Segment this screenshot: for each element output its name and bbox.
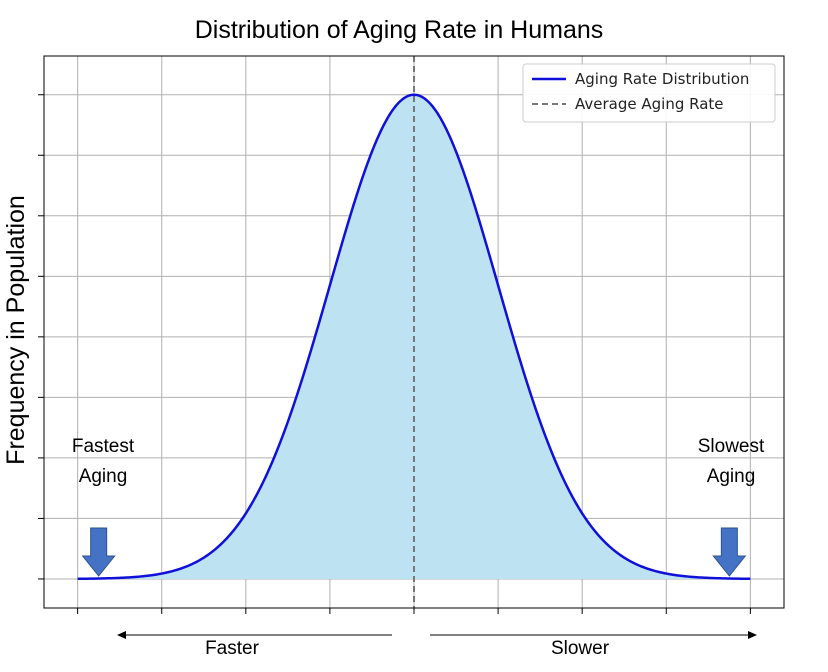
slowest-label-line2: Aging xyxy=(707,466,756,487)
legend: Aging Rate Distribution Average Aging Ra… xyxy=(522,63,776,123)
y-axis-label: Frequency in Population xyxy=(2,195,30,465)
slowest-label-line1: Slowest xyxy=(698,436,765,457)
chart-title: Distribution of Aging Rate in Humans xyxy=(195,16,604,44)
plot-frame xyxy=(43,55,785,609)
plot-area xyxy=(38,55,785,614)
faster-label: Faster xyxy=(205,638,260,659)
legend-box xyxy=(522,63,776,123)
annotations: Fastest Aging Slowest Aging xyxy=(72,436,765,577)
fastest-label-line2: Aging xyxy=(79,466,128,487)
down-arrow-icon xyxy=(81,527,116,577)
legend-label-average: Average Aging Rate xyxy=(575,95,724,113)
slower-arrow-head xyxy=(748,631,757,639)
legend-label-distribution: Aging Rate Distribution xyxy=(575,70,749,88)
faster-arrow-head xyxy=(117,631,126,639)
down-arrow-icon xyxy=(712,527,747,577)
distribution-curve xyxy=(77,93,751,581)
fastest-label-line1: Fastest xyxy=(72,436,135,457)
direction-indicators: Faster Slower xyxy=(117,631,757,659)
slower-label: Slower xyxy=(551,638,610,659)
